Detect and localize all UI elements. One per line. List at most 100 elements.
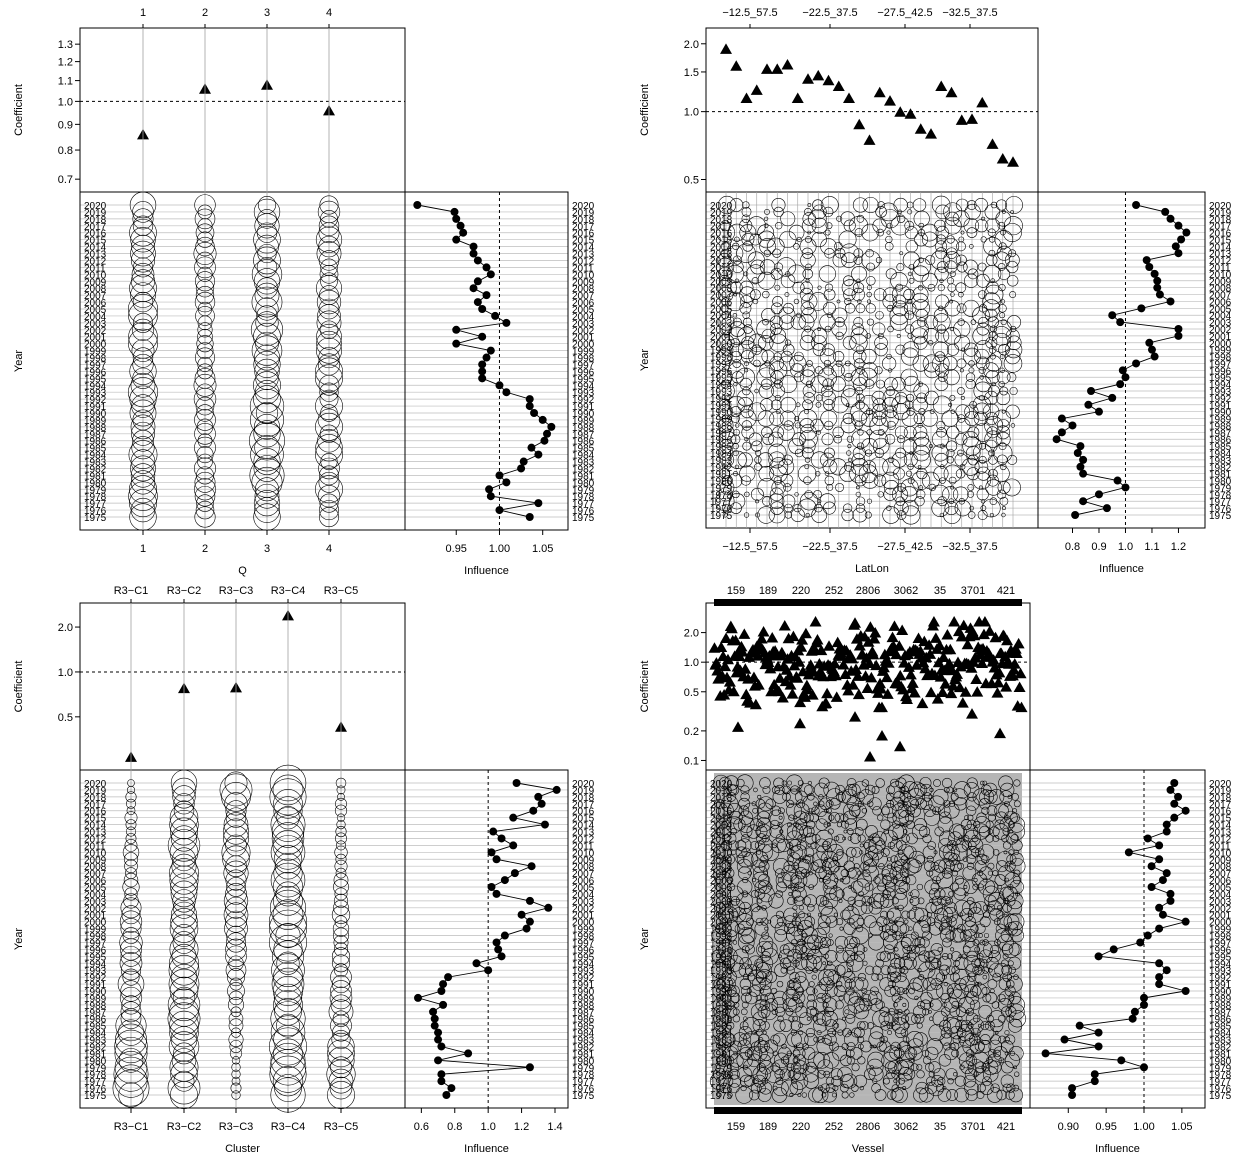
- q-year-label-right: 1985: [572, 444, 595, 455]
- vessel-bubble: [817, 915, 831, 929]
- latlon-bubble: [739, 219, 753, 233]
- latlon-bubble: [815, 401, 822, 408]
- latlon-bubble: [924, 362, 940, 379]
- latlon-bubble: [819, 348, 837, 365]
- q-year-label-right: 1980: [572, 478, 595, 489]
- vessel-bubble: [979, 789, 995, 805]
- q-influence-tick-label: 1.05: [532, 543, 553, 555]
- latlon-bubble: [989, 325, 997, 333]
- q-bubble: [319, 195, 339, 215]
- vessel-bubble: [849, 937, 861, 948]
- vessel-bubble: [842, 836, 847, 841]
- latlon-bubble: [972, 306, 990, 324]
- vessel-bubble: [988, 962, 1004, 978]
- latlon-bubble: [879, 202, 898, 222]
- latlon-bubble: [799, 335, 816, 351]
- vessel-bubble: [868, 1031, 885, 1048]
- vessel-bubble: [973, 816, 991, 834]
- vessel-influence-point: [1170, 779, 1179, 787]
- vessel-bubble: [936, 1083, 945, 1093]
- latlon-bubble: [891, 452, 908, 468]
- latlon-bubble: [904, 310, 914, 320]
- vessel-coef-point: [894, 669, 907, 681]
- latlon-year-label-left: 1980: [710, 477, 733, 488]
- cluster-influence-point: [437, 1042, 446, 1051]
- q-bubble: [132, 367, 154, 389]
- latlon-bubble: [768, 431, 784, 447]
- q-bubble: [316, 330, 342, 357]
- vessel-bubble: [742, 802, 759, 819]
- q-bubble: [317, 200, 341, 224]
- vessel-bubble: [886, 910, 895, 919]
- cluster-bubble: [227, 982, 245, 1000]
- latlon-bubble: [872, 218, 887, 233]
- cluster-bottom-level-label: R3−C3: [219, 1121, 254, 1133]
- vessel-bubble: [767, 884, 773, 890]
- vessel-bubble: [906, 1030, 924, 1049]
- cluster-influence-point: [437, 1070, 446, 1079]
- cluster-year-label-left: 1992: [84, 973, 107, 984]
- latlon-bubble: [735, 423, 740, 428]
- latlon-influence-point: [1166, 297, 1175, 306]
- vessel-bubble: [976, 812, 987, 823]
- q-influence-point: [543, 429, 552, 438]
- vessel-bubble: [915, 854, 925, 864]
- vessel-bubble: [945, 897, 954, 905]
- q-bubble: [195, 223, 215, 242]
- vessel-bubble: [792, 905, 798, 911]
- vessel-coef-tick-label: 2.0: [684, 628, 699, 640]
- cluster-year-label-left: 2008: [84, 862, 107, 873]
- latlon-bubble: [861, 362, 878, 379]
- vessel-bubble: [837, 1029, 844, 1036]
- latlon-bubble: [1000, 319, 1007, 326]
- vessel-bubble: [804, 847, 815, 858]
- cluster-bubble: [171, 777, 197, 803]
- q-year-label-right: 1982: [572, 464, 595, 475]
- vessel-coef-point: [791, 672, 804, 683]
- latlon-bubble: [732, 359, 742, 368]
- q-bubble: [130, 463, 156, 488]
- cluster-bubble: [118, 1082, 144, 1108]
- vessel-coef-point: [849, 663, 862, 674]
- latlon-bubble: [950, 292, 955, 297]
- latlon-year-label-left: 2005: [710, 304, 733, 315]
- vessel-year-label-right: 1977: [1209, 1077, 1232, 1088]
- latlon-year-label-left: 1992: [710, 394, 733, 405]
- vessel-year-label-left: 2009: [710, 855, 733, 866]
- latlon-bubble: [753, 359, 761, 368]
- vessel-bubble: [980, 959, 989, 968]
- vessel-bubble: [821, 1087, 837, 1103]
- latlon-bubble: [934, 266, 949, 281]
- vessel-bubble: [1004, 810, 1018, 825]
- latlon-bubble: [866, 262, 876, 272]
- latlon-bubble: [996, 425, 1011, 440]
- latlon-bubble: [937, 284, 945, 292]
- latlon-bubble: [737, 397, 753, 413]
- q-bubble: [131, 318, 155, 341]
- q-bubble: [130, 282, 156, 308]
- cluster-bubble: [271, 967, 305, 1001]
- latlon-bubble: [993, 409, 1011, 428]
- vessel-bubble: [831, 856, 838, 863]
- latlon-bubble: [935, 225, 949, 240]
- vessel-bubble: [1005, 1034, 1016, 1045]
- latlon-bubble: [782, 343, 795, 356]
- vessel-bubble: [842, 1004, 857, 1019]
- vessel-coef-point: [874, 682, 887, 694]
- latlon-bubble: [850, 368, 868, 386]
- latlon-year-label-left: 1976: [710, 504, 733, 515]
- latlon-bubble: [894, 425, 908, 439]
- vessel-bubble: [878, 863, 885, 870]
- vessel-bubble: [872, 831, 887, 846]
- q-year-label-right: 1977: [572, 499, 595, 510]
- cluster-bubble: [327, 1032, 355, 1061]
- vessel-bubble: [723, 832, 737, 845]
- latlon-bubble: [764, 216, 769, 221]
- latlon-bubble: [802, 399, 814, 411]
- cluster-year-label-right: 2020: [572, 779, 595, 790]
- vessel-bubble: [997, 993, 1006, 1003]
- vessel-bubble: [974, 965, 985, 976]
- cluster-bubble: [219, 773, 253, 807]
- latlon-bubble: [989, 512, 994, 518]
- vessel-bubble: [887, 1030, 892, 1035]
